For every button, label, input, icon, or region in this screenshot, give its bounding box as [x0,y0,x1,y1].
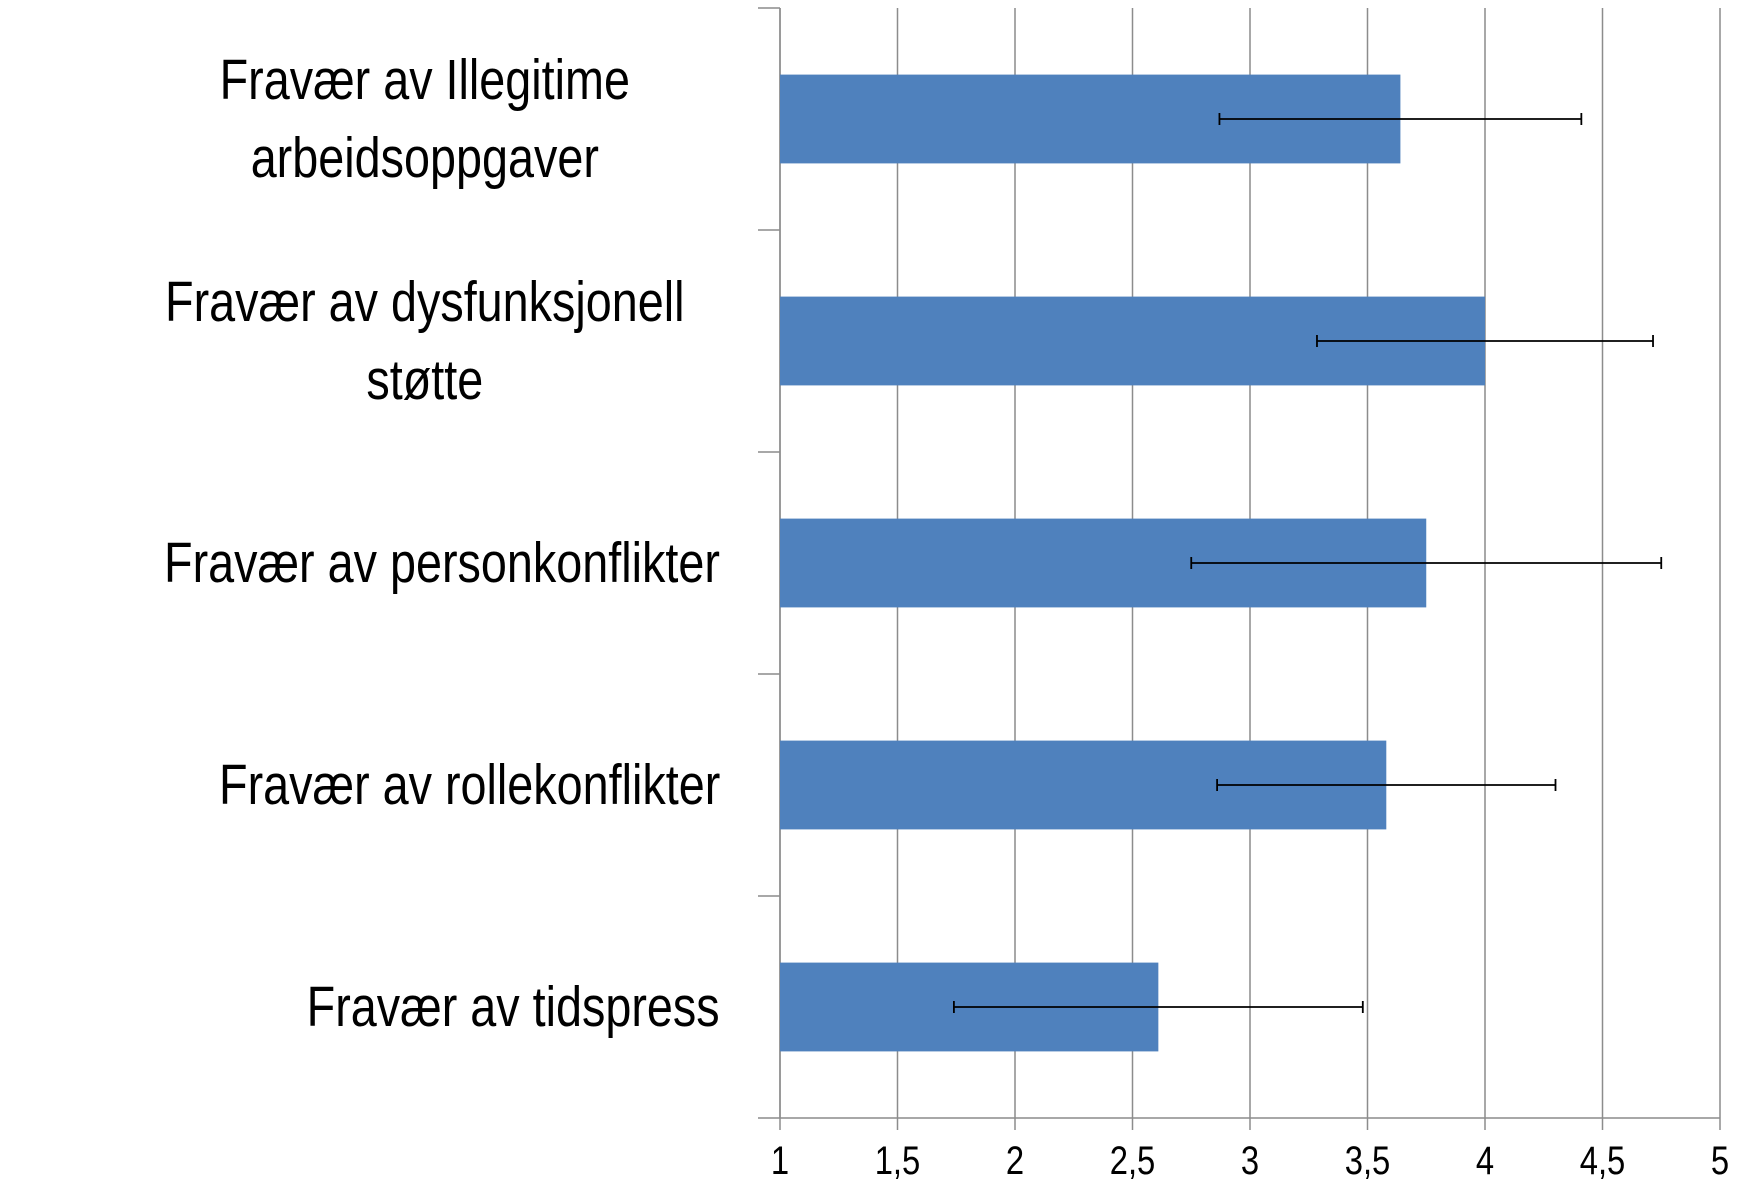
x-tick-label: 4 [1476,1138,1494,1183]
x-tick-label: 1,5 [875,1138,921,1183]
error-bar [1216,779,1557,791]
y-tick-label: Fravær av dysfunksjonell støtte [165,270,685,412]
error-bar [953,1001,1364,1013]
error-bar [1190,557,1663,569]
x-tick-label: 2,5 [1110,1138,1156,1183]
x-tick-label: 3,5 [1345,1138,1391,1183]
x-tick-label: 3 [1241,1138,1259,1183]
x-tick-label: 2 [1006,1138,1024,1183]
x-tick-label: 1 [771,1138,789,1183]
error-bar [1218,113,1583,125]
y-tick-label: Fravær av tidspress [307,975,720,1039]
x-tick-label: 5 [1711,1138,1729,1183]
y-tick-label: Fravær av personkonflikter [164,531,720,595]
y-tick-label: Fravær av rollekonflikter [218,753,720,817]
y-tick-label: Fravær av Illegitime arbeidsoppgaver [219,48,630,190]
x-tick-label: 4,5 [1580,1138,1626,1183]
error-bar [1316,335,1654,347]
